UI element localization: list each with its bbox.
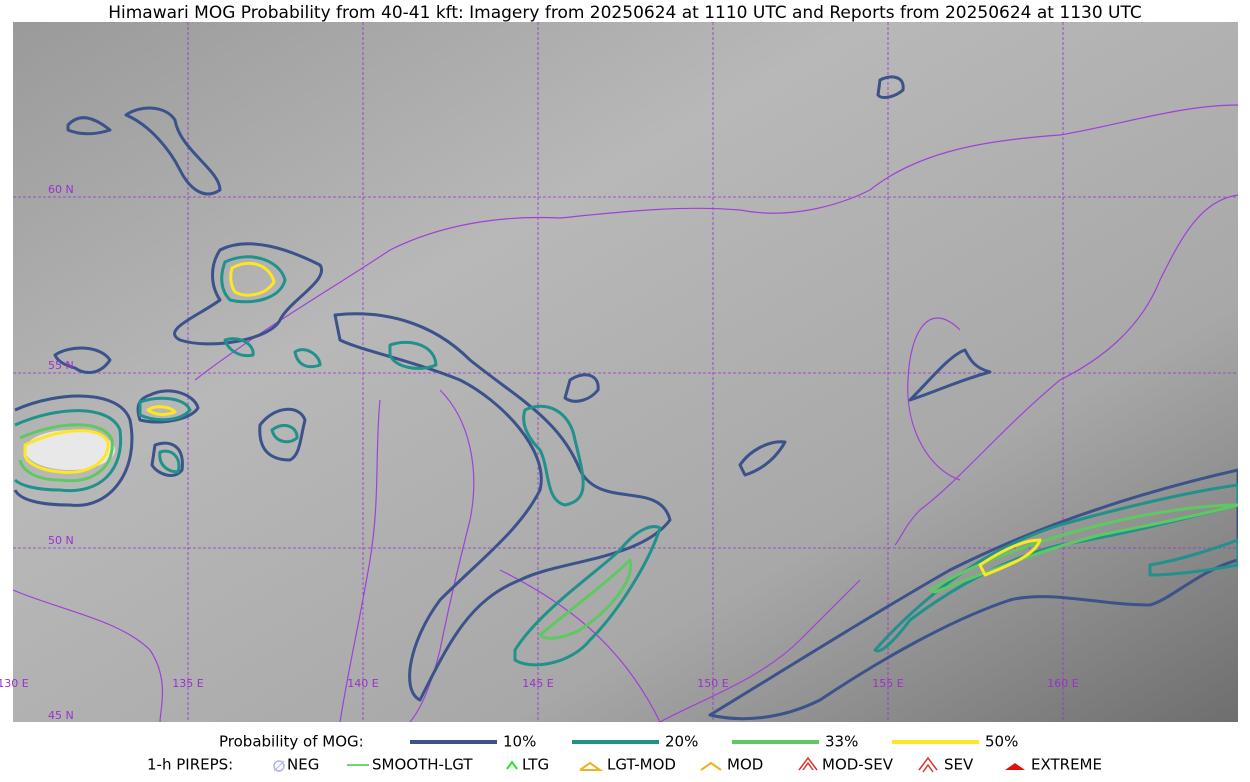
lat-label: 45 N <box>48 709 74 722</box>
pirep-label: MOD <box>727 756 763 774</box>
lat-label: 60 N <box>48 183 74 196</box>
pirep-icon <box>1005 763 1025 770</box>
satellite-image <box>13 22 1238 722</box>
pirep-label: LTG <box>522 756 549 774</box>
pirep-icon <box>918 756 938 773</box>
pirep-icon <box>506 760 518 770</box>
graticule <box>13 22 1238 722</box>
pirep-label: MOD-SEV <box>822 756 894 774</box>
pirep-icon <box>579 761 604 771</box>
pirep-label: SEV <box>944 756 974 774</box>
legend-label: 33% <box>825 733 858 751</box>
pirep-icon <box>273 760 285 772</box>
lon-label: 155 E <box>872 677 903 690</box>
lon-label: 130 E <box>0 677 29 690</box>
map-area <box>13 22 1238 722</box>
lon-label: 145 E <box>522 677 553 690</box>
pirep-icon <box>798 756 818 771</box>
coastlines <box>13 104 1238 722</box>
pirep-label: LGT-MOD <box>607 756 676 774</box>
legend-title: 1-h PIREPS: <box>147 756 233 774</box>
legend-label: 10% <box>503 733 536 751</box>
legend-label: 20% <box>665 733 698 751</box>
lat-label: 50 N <box>48 534 74 547</box>
lon-label: 150 E <box>697 677 728 690</box>
legend-title: Probability of MOG: <box>219 733 364 751</box>
lat-label: 55 N <box>48 359 74 372</box>
bright-cloud <box>25 430 115 470</box>
pirep-label: EXTREME <box>1031 756 1102 774</box>
lon-label: 135 E <box>172 677 203 690</box>
pirep-label: SMOOTH-LGT <box>372 756 473 774</box>
lon-label: 160 E <box>1047 677 1078 690</box>
legend: Probability of MOG: 10% 20% 33% 50% 1-h PIREP… <box>147 733 1102 774</box>
legend-label: 50% <box>985 733 1018 751</box>
pirep-icon <box>700 761 722 771</box>
pirep-label: NEG <box>287 756 319 774</box>
geo-labels: 130 E 135 E 140 E 145 E 150 E 155 E 160 E 60 N 5… <box>0 183 1079 722</box>
title: Himawari MOG Probability from 40-41 kft:… <box>108 3 1142 23</box>
lon-label: 140 E <box>347 677 378 690</box>
mog-contours <box>13 75 1238 721</box>
